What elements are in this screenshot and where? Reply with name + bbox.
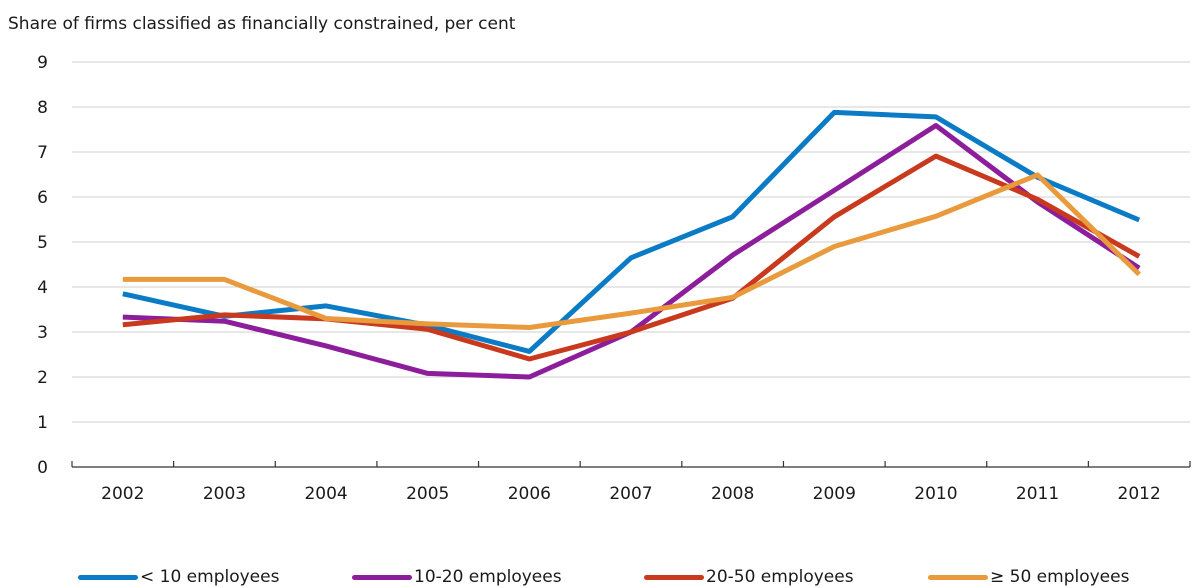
legend-swatch-gte50 [928, 574, 988, 580]
x-tick-label-2007: 2007 [609, 484, 652, 504]
x-tick-label-2002: 2002 [101, 484, 144, 504]
y-tick-label-6: 6 [37, 188, 48, 208]
x-tick-label-2003: 2003 [203, 484, 246, 504]
series-line-3 [122, 172, 1141, 330]
y-tick-label-8: 8 [37, 98, 48, 118]
gridlines [72, 61, 1190, 423]
x-tick-label-2004: 2004 [304, 484, 347, 504]
y-tick-label-2: 2 [37, 368, 48, 388]
y-tick-label-3: 3 [37, 323, 48, 343]
series-line-2 [122, 153, 1141, 362]
legend-label-lt10: < 10 employees [140, 567, 280, 587]
x-tick-label-2005: 2005 [406, 484, 449, 504]
x-tick-label-2011: 2011 [1016, 484, 1059, 504]
legend-swatch-10-20 [352, 574, 412, 580]
x-tick-label-2008: 2008 [711, 484, 754, 504]
chart-title: Share of firms classified as financially… [8, 14, 516, 34]
legend-item-lt10: < 10 employees [78, 566, 279, 588]
legend-label-10-20: 10-20 employees [414, 567, 562, 587]
legend-label-gte50: ≥ 50 employees [990, 567, 1130, 587]
y-tick-label-0: 0 [37, 458, 48, 478]
x-tick-label-2010: 2010 [914, 484, 957, 504]
legend-swatch-20-50 [644, 574, 704, 580]
series-line-1 [122, 123, 1141, 380]
x-tick-labels: 2002 2003 2004 2005 2006 2007 2008 2009 2010 2011… [101, 484, 1161, 504]
legend-item-10-20: 10-20 employees [352, 566, 562, 588]
x-tick-label-2012: 2012 [1118, 484, 1161, 504]
legend-item-gte50: ≥ 50 employees [928, 566, 1129, 588]
y-tick-label-5: 5 [37, 233, 48, 253]
x-tick-label-2006: 2006 [508, 484, 551, 504]
legend: < 10 employees 10-20 employees 20-50 emp… [0, 566, 1194, 588]
x-axis [71, 461, 1191, 468]
y-tick-label-7: 7 [37, 143, 48, 163]
legend-swatch-lt10 [78, 574, 138, 580]
y-tick-label-1: 1 [37, 413, 48, 433]
legend-item-20-50: 20-50 employees [644, 566, 854, 588]
series-line-0 [122, 109, 1141, 354]
x-tick-label-2009: 2009 [813, 484, 856, 504]
y-axis: 0 1 2 3 4 5 6 7 8 9 [37, 53, 48, 478]
y-tick-label-4: 4 [37, 278, 48, 298]
y-tick-label-9: 9 [37, 53, 48, 73]
series-lines [122, 109, 1141, 380]
legend-label-20-50: 20-50 employees [706, 567, 854, 587]
